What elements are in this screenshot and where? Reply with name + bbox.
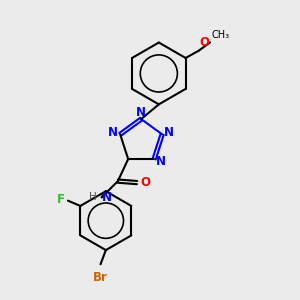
Text: N: N (156, 155, 166, 168)
Text: O: O (141, 176, 151, 189)
Text: H: H (88, 192, 96, 202)
Text: N: N (136, 106, 146, 119)
Text: N: N (164, 126, 174, 140)
Text: CH₃: CH₃ (212, 30, 230, 40)
Text: O: O (200, 36, 210, 49)
Text: N: N (102, 191, 112, 204)
Text: F: F (56, 193, 64, 206)
Text: Br: Br (93, 271, 108, 284)
Text: N: N (107, 126, 118, 140)
